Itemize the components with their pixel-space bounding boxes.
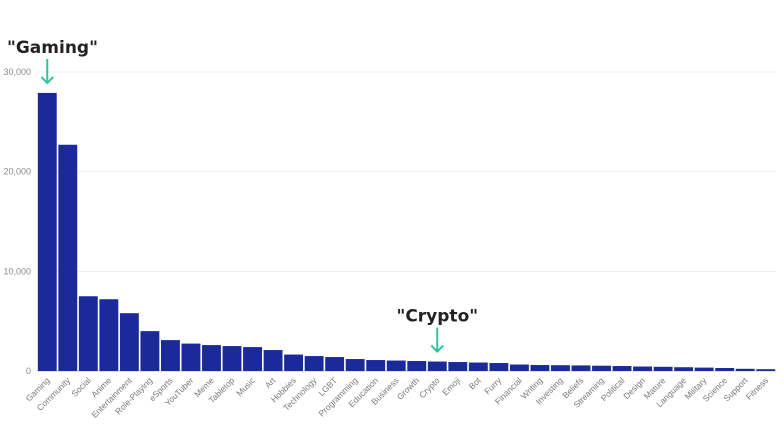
bar-furry: [489, 363, 509, 371]
x-tick-label: Design: [621, 375, 647, 401]
bar-language: [674, 367, 694, 371]
grid-lines: [37, 71, 776, 372]
x-tick-label: Crypto: [417, 375, 442, 400]
bar-beliefs: [571, 365, 591, 371]
x-tick-label: Social: [69, 375, 93, 399]
bar-esports: [160, 340, 180, 371]
bar-technology: [304, 356, 324, 371]
bar-entertainment: [119, 313, 139, 371]
y-tick-label: 10,000: [3, 266, 31, 276]
bar-social: [78, 296, 98, 371]
bar-art: [263, 350, 283, 371]
bar-design: [633, 366, 653, 371]
x-tick-label: Growth: [395, 375, 422, 402]
bar-military: [694, 367, 714, 371]
bar-growth: [407, 361, 427, 371]
bar-streaming: [592, 365, 611, 371]
y-tick-label: 20,000: [3, 167, 31, 177]
bar-education: [366, 360, 386, 371]
bar-political: [612, 366, 632, 371]
bar-role-playing: [140, 331, 160, 371]
annotations: "Gaming" "Crypto": [7, 38, 478, 353]
x-tick-label: Emoji: [440, 375, 462, 397]
annotation-arrowhead: [40, 76, 54, 85]
y-axis: 0 10,000 20,000 30,000: [3, 67, 31, 376]
bar-financial: [509, 364, 529, 371]
x-tick-label: Bot: [467, 375, 484, 392]
bar-hobbies: [284, 354, 304, 371]
y-tick-label: 0: [26, 366, 31, 376]
annotation-label: "Gaming": [7, 38, 98, 58]
bar-lgbt: [325, 357, 345, 371]
bar-tabletop: [222, 346, 242, 371]
bar-business: [386, 360, 406, 371]
bar-youtuber: [181, 343, 201, 371]
x-tick-label: Music: [234, 375, 257, 398]
bar-programming: [345, 359, 365, 371]
bar-emoji: [448, 362, 468, 371]
bar-investing: [551, 365, 570, 371]
bar-crypto: [427, 361, 447, 371]
x-axis-labels: GamingCommunitySocialAnimeEntertainmentR…: [24, 375, 771, 420]
x-tick-label: Fitness: [744, 375, 770, 401]
bar-support: [735, 368, 755, 371]
x-tick-label: Art: [263, 375, 278, 390]
bar-community: [58, 144, 78, 371]
bars: [37, 92, 776, 372]
bar-music: [243, 347, 262, 371]
bar-science: [715, 368, 735, 371]
bar-meme: [202, 345, 221, 371]
annotation-arrowhead: [430, 344, 444, 353]
bar-bot: [468, 362, 488, 371]
bar-gaming: [37, 92, 57, 372]
bar-anime: [99, 299, 119, 371]
bar-writing: [530, 365, 550, 371]
y-tick-label: 30,000: [3, 67, 31, 77]
annotation-label: "Crypto": [396, 307, 478, 327]
bar-mature: [653, 366, 673, 371]
bar-fitness: [756, 369, 776, 371]
